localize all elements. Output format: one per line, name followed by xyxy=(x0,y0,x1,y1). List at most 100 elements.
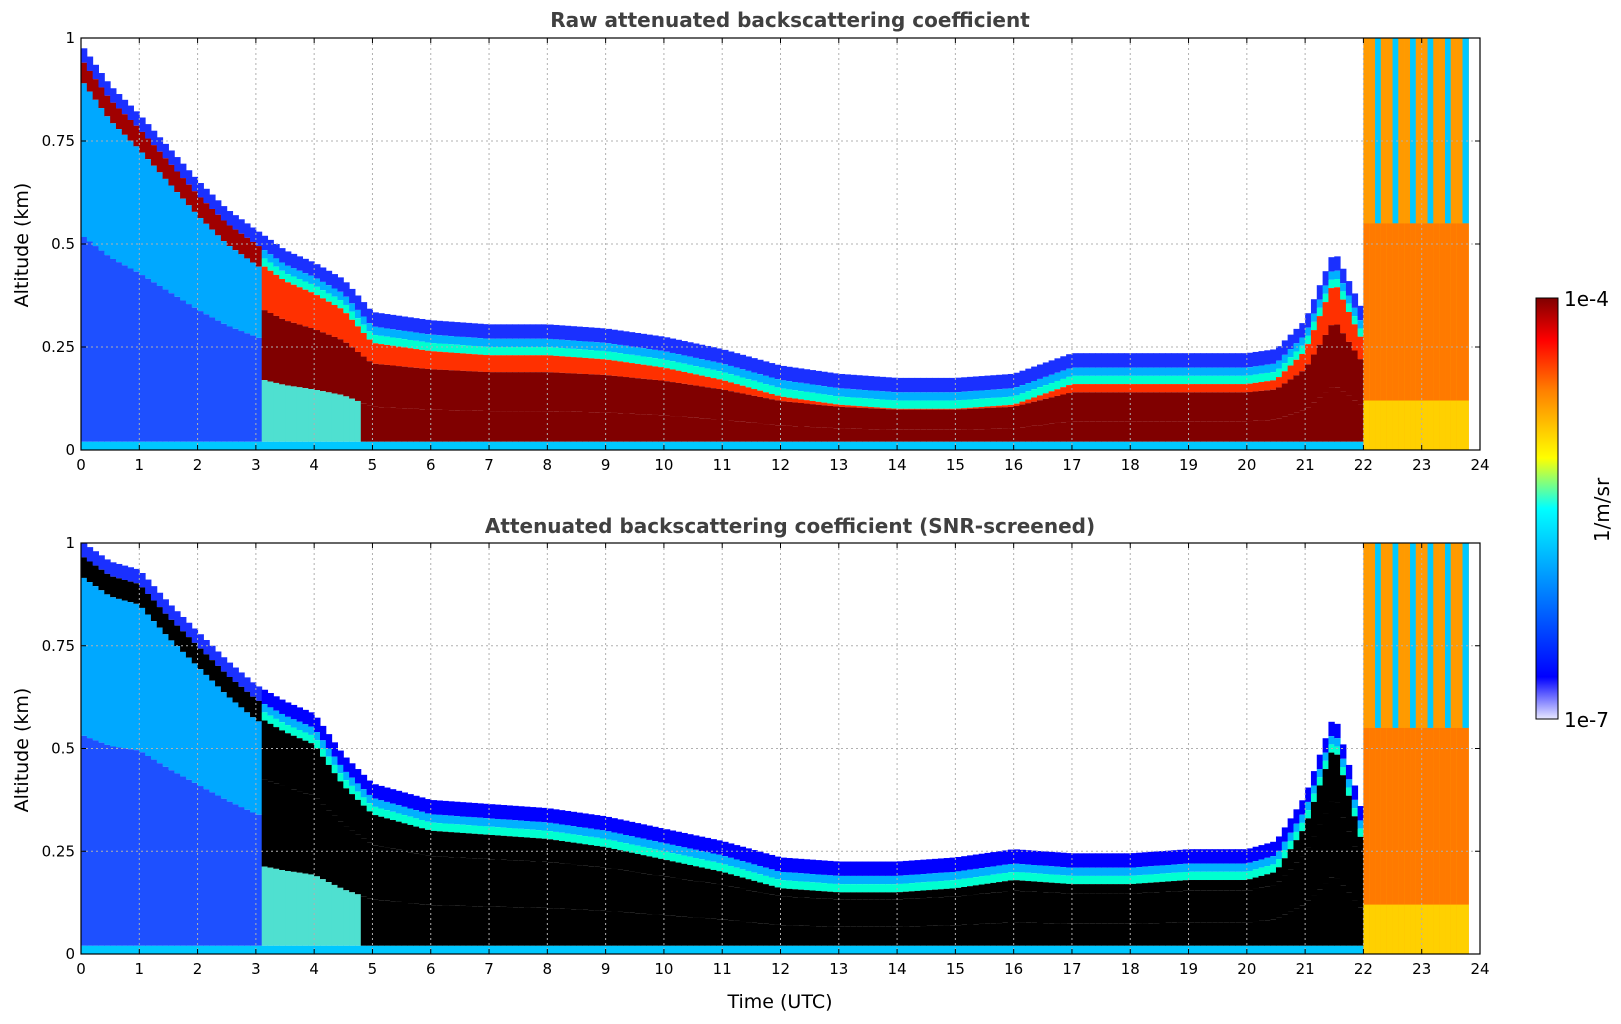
heatmap-cell xyxy=(716,348,723,363)
heatmap-cell xyxy=(360,774,368,790)
heatmap-cell xyxy=(984,945,991,954)
heatmap-cell xyxy=(261,689,269,705)
heatmap-cell xyxy=(780,857,787,873)
heatmap-cell xyxy=(774,364,781,380)
heatmap-cell xyxy=(343,826,350,891)
heatmap-cell xyxy=(1083,384,1090,393)
heatmap-cell xyxy=(255,700,263,722)
heatmap-cell xyxy=(658,914,665,946)
heatmap-cell xyxy=(1299,905,1306,946)
heatmap-cell xyxy=(1217,890,1225,923)
heatmap-cell xyxy=(990,892,997,924)
heatmap-cell xyxy=(1176,421,1184,442)
heatmap-cell xyxy=(413,340,420,350)
heatmap-cell xyxy=(360,441,368,450)
heatmap-cell xyxy=(652,841,659,850)
heatmap-cell xyxy=(1270,389,1277,420)
heatmap-cell xyxy=(1147,923,1155,946)
heatmap-cell xyxy=(1241,384,1248,393)
heatmap-cell xyxy=(663,441,671,450)
heatmap-cell xyxy=(191,191,199,212)
heatmap-cell xyxy=(1380,223,1388,401)
heatmap-cell xyxy=(86,738,94,946)
heatmap-cell xyxy=(1025,881,1032,892)
heatmap-cell xyxy=(133,125,140,147)
heatmap-cell xyxy=(384,328,391,337)
heatmap-cell xyxy=(308,283,315,293)
heatmap-cell xyxy=(203,674,210,790)
heatmap-cell xyxy=(1188,922,1195,946)
heatmap-cell xyxy=(576,341,583,350)
heatmap-cell xyxy=(809,926,816,946)
heatmap-cell xyxy=(471,945,478,954)
heatmap-cell xyxy=(1147,945,1155,954)
heatmap-cell xyxy=(1025,368,1032,384)
heatmap-cell xyxy=(1252,945,1259,954)
heatmap-cell xyxy=(803,859,811,874)
heatmap-cell xyxy=(407,348,414,368)
heatmap-cell xyxy=(1013,406,1020,429)
heatmap-cell xyxy=(378,407,385,442)
heatmap-cell xyxy=(1013,403,1020,407)
heatmap-cell xyxy=(512,372,519,412)
heatmap-cell xyxy=(529,945,537,954)
heatmap-cell xyxy=(605,911,612,946)
heatmap-cell xyxy=(809,384,816,393)
heatmap-cell xyxy=(1013,372,1020,388)
heatmap-cell xyxy=(1206,922,1213,946)
heatmap-cell xyxy=(1427,904,1434,954)
heatmap-cell xyxy=(506,828,513,837)
heatmap-cell xyxy=(1124,421,1131,442)
heatmap-cell xyxy=(949,429,956,442)
heatmap-cell xyxy=(1369,400,1376,450)
heatmap-cell xyxy=(611,832,618,841)
heatmap-cell xyxy=(663,876,671,916)
heatmap-cell xyxy=(395,441,403,450)
heatmap-cell xyxy=(1235,945,1242,954)
heatmap-cell xyxy=(430,320,438,335)
heatmap-cell xyxy=(745,370,752,380)
heatmap-cell xyxy=(1118,853,1125,868)
heatmap-cell xyxy=(943,408,951,410)
heatmap-cell xyxy=(617,361,624,377)
heatmap-cell xyxy=(1077,441,1085,450)
heatmap-cell xyxy=(687,945,694,954)
heatmap-cell xyxy=(1171,375,1178,385)
heatmap-cell xyxy=(967,441,974,450)
heatmap-cell xyxy=(424,813,432,822)
heatmap-cell xyxy=(238,945,245,954)
heatmap-cell xyxy=(1159,441,1166,450)
heatmap-cell xyxy=(856,899,863,927)
heatmap-cell xyxy=(891,945,898,954)
heatmap-cell xyxy=(932,897,939,926)
heatmap-cell xyxy=(360,316,368,325)
heatmap-cell xyxy=(1450,904,1458,954)
heatmap-cell xyxy=(879,875,886,885)
heatmap-cell xyxy=(285,702,292,717)
heatmap-cell xyxy=(1334,802,1341,879)
heatmap-cell xyxy=(1287,441,1294,450)
heatmap-cell xyxy=(1188,849,1195,864)
heatmap-cell xyxy=(1275,441,1283,450)
heatmap-cell xyxy=(827,386,834,396)
heatmap-cell xyxy=(838,945,846,954)
heatmap-cell xyxy=(1421,904,1429,954)
heatmap-cell xyxy=(407,367,414,409)
heatmap-cell xyxy=(1264,843,1271,858)
heatmap-cell xyxy=(780,945,787,954)
heatmap-cell xyxy=(949,880,956,889)
heatmap-cell xyxy=(558,863,566,909)
heatmap-cell xyxy=(669,382,677,417)
heatmap-cell xyxy=(1345,795,1353,832)
heatmap-cell xyxy=(1066,385,1073,394)
heatmap-cell xyxy=(1101,375,1108,385)
heatmap-cell xyxy=(518,441,525,450)
heatmap-cell xyxy=(150,441,158,450)
heatmap-cell xyxy=(844,388,851,398)
heatmap-cell xyxy=(972,924,980,946)
heatmap-cell xyxy=(156,627,164,764)
heatmap-cell xyxy=(366,842,373,899)
heatmap-cell xyxy=(454,801,461,817)
heatmap-cell xyxy=(786,366,793,382)
heatmap-cell xyxy=(389,901,397,946)
